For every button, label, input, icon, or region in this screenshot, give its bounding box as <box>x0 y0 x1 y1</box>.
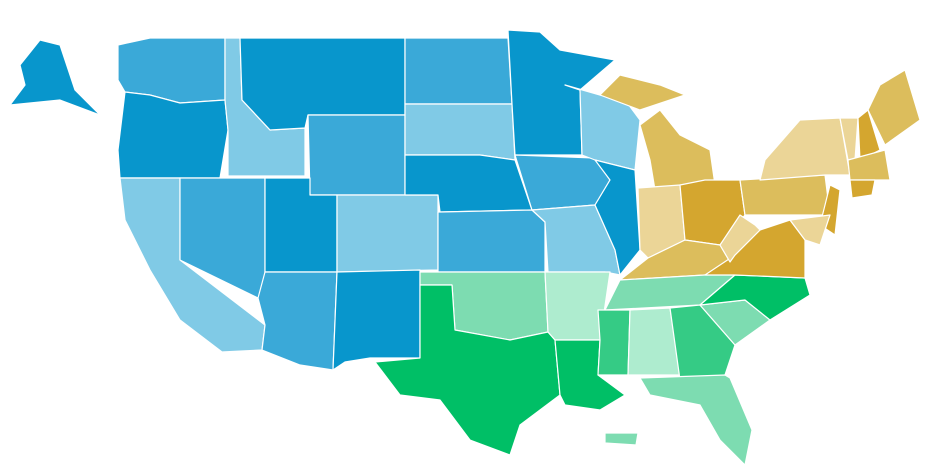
state[interactable] <box>307 114 406 196</box>
state[interactable] <box>332 269 421 371</box>
territory[interactable] <box>604 432 639 446</box>
state[interactable] <box>849 179 876 199</box>
state[interactable] <box>336 194 439 273</box>
state[interactable] <box>719 214 761 263</box>
state[interactable] <box>867 69 921 146</box>
state[interactable] <box>639 374 753 466</box>
state[interactable] <box>759 117 851 181</box>
state[interactable] <box>669 304 736 381</box>
state[interactable] <box>597 309 631 376</box>
state[interactable] <box>257 271 338 371</box>
state[interactable] <box>789 214 831 246</box>
state[interactable] <box>857 109 881 161</box>
state[interactable] <box>739 174 831 216</box>
state[interactable] <box>404 37 513 105</box>
state[interactable] <box>514 154 611 211</box>
state[interactable] <box>404 103 516 161</box>
state[interactable] <box>594 159 641 276</box>
state[interactable] <box>117 91 229 179</box>
state[interactable] <box>437 209 546 273</box>
state[interactable] <box>639 109 716 191</box>
state[interactable] <box>9 39 101 116</box>
state[interactable] <box>374 284 561 456</box>
state[interactable] <box>599 74 686 111</box>
state[interactable] <box>847 149 891 181</box>
